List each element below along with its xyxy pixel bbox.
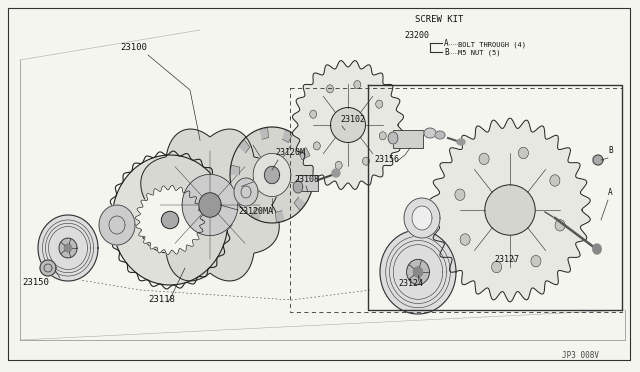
Polygon shape xyxy=(292,61,404,189)
Text: 23120M: 23120M xyxy=(275,148,305,157)
Polygon shape xyxy=(199,193,221,217)
Text: A: A xyxy=(444,39,449,48)
Polygon shape xyxy=(264,166,280,184)
Polygon shape xyxy=(253,153,291,196)
Ellipse shape xyxy=(310,110,317,118)
Text: JP3 008V: JP3 008V xyxy=(562,351,599,360)
Polygon shape xyxy=(294,197,306,210)
Polygon shape xyxy=(304,175,314,185)
Circle shape xyxy=(485,185,535,235)
Polygon shape xyxy=(238,140,250,153)
Ellipse shape xyxy=(460,234,470,245)
Text: B: B xyxy=(444,48,449,57)
Polygon shape xyxy=(99,205,135,245)
Polygon shape xyxy=(275,211,285,222)
Polygon shape xyxy=(388,132,398,144)
Polygon shape xyxy=(230,127,314,223)
Polygon shape xyxy=(438,128,582,292)
Ellipse shape xyxy=(531,256,541,267)
Ellipse shape xyxy=(518,147,529,159)
Ellipse shape xyxy=(550,175,560,186)
Ellipse shape xyxy=(335,161,342,169)
Ellipse shape xyxy=(362,157,369,165)
Ellipse shape xyxy=(492,261,502,273)
Text: 23150: 23150 xyxy=(22,278,49,287)
Polygon shape xyxy=(298,147,310,160)
Text: A: A xyxy=(608,188,612,197)
Text: 23108: 23108 xyxy=(294,175,319,184)
Polygon shape xyxy=(413,267,422,277)
Polygon shape xyxy=(65,244,72,252)
Polygon shape xyxy=(404,198,440,238)
Text: 23127: 23127 xyxy=(494,255,519,264)
Polygon shape xyxy=(252,208,262,220)
Polygon shape xyxy=(59,238,77,258)
Bar xyxy=(393,130,423,148)
Text: SCREW KIT: SCREW KIT xyxy=(415,15,463,24)
Polygon shape xyxy=(234,190,246,203)
Polygon shape xyxy=(141,129,279,281)
Ellipse shape xyxy=(555,219,565,231)
Polygon shape xyxy=(38,215,98,281)
Ellipse shape xyxy=(376,100,383,108)
Polygon shape xyxy=(282,130,292,142)
Polygon shape xyxy=(234,178,258,206)
Polygon shape xyxy=(593,155,603,165)
Text: 23200: 23200 xyxy=(404,31,429,40)
Polygon shape xyxy=(430,118,590,302)
Polygon shape xyxy=(135,185,205,255)
Polygon shape xyxy=(293,181,303,193)
Polygon shape xyxy=(380,230,456,314)
Ellipse shape xyxy=(314,142,321,150)
Polygon shape xyxy=(298,67,398,183)
Polygon shape xyxy=(112,155,228,285)
Text: M5 NUT (5): M5 NUT (5) xyxy=(458,50,500,57)
Text: 23156: 23156 xyxy=(374,155,399,164)
Text: 23100: 23100 xyxy=(120,43,147,52)
Bar xyxy=(298,175,318,191)
Polygon shape xyxy=(412,206,432,230)
Polygon shape xyxy=(435,131,445,139)
Polygon shape xyxy=(457,139,465,145)
Circle shape xyxy=(330,108,365,142)
Circle shape xyxy=(161,211,179,229)
Text: 23124: 23124 xyxy=(398,279,423,288)
Text: 23118: 23118 xyxy=(148,295,175,304)
Polygon shape xyxy=(182,174,238,235)
Polygon shape xyxy=(40,260,56,276)
Ellipse shape xyxy=(326,85,333,93)
Polygon shape xyxy=(332,169,340,177)
Ellipse shape xyxy=(380,132,387,140)
Polygon shape xyxy=(593,244,601,254)
Polygon shape xyxy=(406,259,429,285)
Text: BOLT THROUGH (4): BOLT THROUGH (4) xyxy=(458,41,526,48)
Polygon shape xyxy=(259,128,269,140)
Text: 23102: 23102 xyxy=(340,115,365,124)
Text: B: B xyxy=(608,146,612,155)
Polygon shape xyxy=(230,165,240,175)
Ellipse shape xyxy=(479,153,489,164)
Text: 23120MA: 23120MA xyxy=(238,207,273,216)
Polygon shape xyxy=(424,128,436,138)
Ellipse shape xyxy=(354,81,361,89)
Ellipse shape xyxy=(455,189,465,201)
